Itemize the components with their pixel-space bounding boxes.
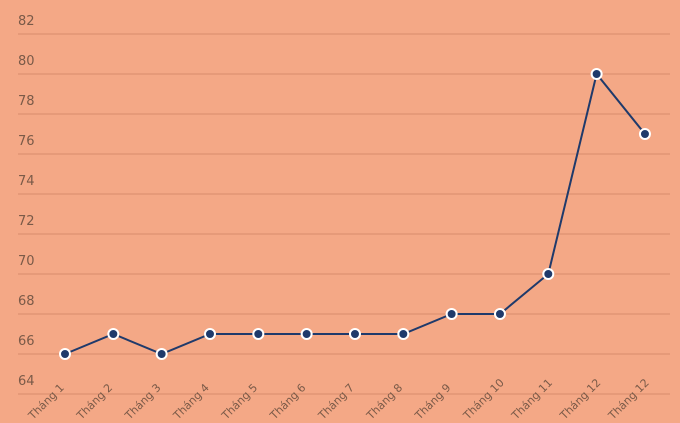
y-tick-label: 78 xyxy=(18,94,35,109)
x-tick-label: Tháng 2 xyxy=(74,381,116,423)
x-tick-label: Tháng 12 xyxy=(605,376,652,423)
x-tick-label: Tháng 10 xyxy=(460,376,507,423)
x-tick-label: Tháng 9 xyxy=(412,381,454,423)
y-tick-label: 70 xyxy=(18,254,35,269)
x-tick-label: Tháng 3 xyxy=(122,381,164,423)
series-line xyxy=(64,71,646,356)
data-point xyxy=(397,328,410,340)
x-tick-label: Tháng 7 xyxy=(315,381,357,423)
y-tick-label: 68 xyxy=(18,294,35,309)
data-point xyxy=(638,128,651,140)
y-tick-label: 80 xyxy=(18,54,35,69)
data-point xyxy=(590,68,603,80)
x-tick-label: Tháng 6 xyxy=(267,381,309,423)
data-point xyxy=(107,328,120,340)
x-tick-label: Tháng 5 xyxy=(219,381,261,423)
data-point xyxy=(542,268,555,280)
y-tick-label: 72 xyxy=(18,214,35,229)
data-point xyxy=(59,348,71,360)
x-tick-label: Tháng 11 xyxy=(509,376,556,423)
y-tick-label: 82 xyxy=(18,14,35,29)
data-point xyxy=(155,348,168,360)
y-tick-label: 74 xyxy=(18,174,35,189)
y-tick-label: 64 xyxy=(18,374,35,389)
data-point xyxy=(300,328,313,340)
data-point xyxy=(252,328,265,340)
y-tick-label: 66 xyxy=(18,334,35,349)
x-tick-label: Tháng 8 xyxy=(364,381,406,423)
x-tick-label: Tháng 4 xyxy=(170,381,212,423)
data-point xyxy=(493,308,506,320)
data-point xyxy=(348,328,361,340)
y-tick-label: 76 xyxy=(18,134,35,149)
x-tick-label: Tháng 12 xyxy=(557,376,604,423)
data-point xyxy=(445,308,458,320)
data-point xyxy=(203,328,216,340)
